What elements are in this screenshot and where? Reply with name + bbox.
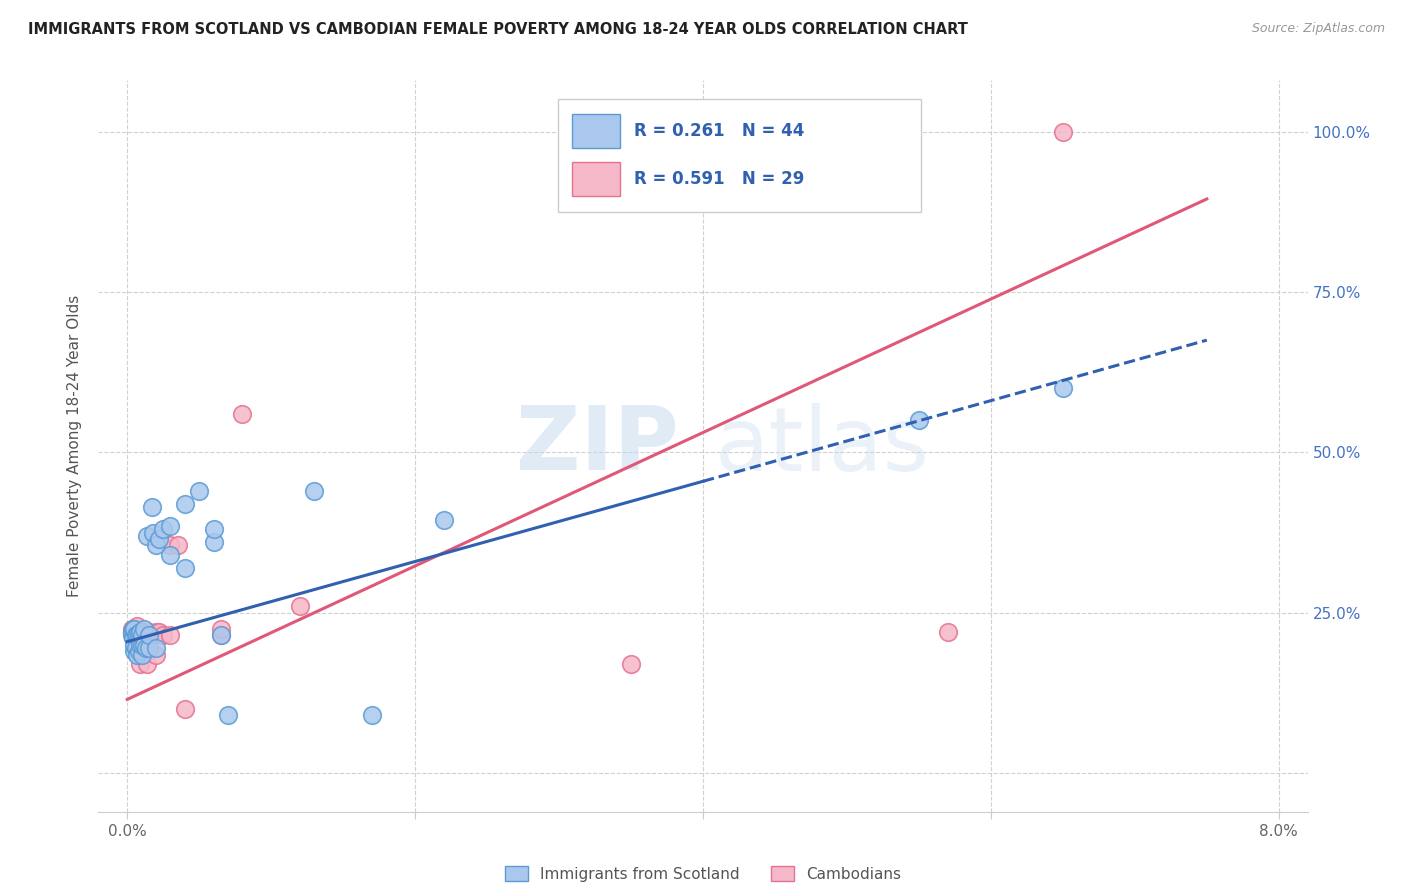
Point xyxy=(620,657,643,672)
Point xyxy=(145,641,167,656)
Point xyxy=(136,657,159,672)
Point xyxy=(127,628,149,642)
Point xyxy=(152,523,174,537)
Point xyxy=(148,625,170,640)
Point xyxy=(361,708,384,723)
Point xyxy=(121,622,143,636)
Point xyxy=(121,628,143,642)
Point xyxy=(159,538,181,552)
Point xyxy=(908,413,931,427)
Point xyxy=(145,648,167,662)
Point xyxy=(138,641,160,656)
Y-axis label: Female Poverty Among 18-24 Year Olds: Female Poverty Among 18-24 Year Olds xyxy=(67,295,83,597)
Point xyxy=(134,638,156,652)
Point xyxy=(138,628,160,642)
Point xyxy=(1052,381,1074,395)
Point xyxy=(1052,125,1074,139)
Point xyxy=(121,625,143,640)
Point xyxy=(131,638,153,652)
Point xyxy=(131,648,153,662)
Point xyxy=(148,532,170,546)
Point xyxy=(129,638,152,652)
Point xyxy=(159,548,181,562)
Text: IMMIGRANTS FROM SCOTLAND VS CAMBODIAN FEMALE POVERTY AMONG 18-24 YEAR OLDS CORRE: IMMIGRANTS FROM SCOTLAND VS CAMBODIAN FE… xyxy=(28,22,967,37)
Point xyxy=(145,625,167,640)
Point xyxy=(141,500,163,514)
Point xyxy=(136,529,159,543)
Point xyxy=(288,599,311,614)
Point xyxy=(433,513,456,527)
Point xyxy=(159,519,181,533)
Point xyxy=(159,628,181,642)
Point xyxy=(124,622,146,636)
Point xyxy=(142,628,165,642)
Point xyxy=(135,641,157,656)
Point xyxy=(173,561,195,575)
Point xyxy=(188,483,211,498)
Point xyxy=(135,628,157,642)
Point xyxy=(134,628,156,642)
Point xyxy=(131,628,153,642)
Point xyxy=(142,525,165,540)
Point xyxy=(122,622,145,636)
Point xyxy=(231,407,253,421)
Point xyxy=(209,622,232,636)
Point xyxy=(131,625,153,640)
Point xyxy=(209,628,232,642)
Text: atlas: atlas xyxy=(716,402,931,490)
Point xyxy=(173,497,195,511)
Text: Source: ZipAtlas.com: Source: ZipAtlas.com xyxy=(1251,22,1385,36)
Point xyxy=(127,628,149,642)
Point xyxy=(134,622,156,636)
Point xyxy=(127,648,149,662)
Point xyxy=(124,644,146,658)
Point xyxy=(173,702,195,716)
Point xyxy=(128,644,150,658)
Point xyxy=(145,538,167,552)
Text: ZIP: ZIP xyxy=(516,402,679,490)
Point xyxy=(141,628,163,642)
Point xyxy=(125,641,148,656)
Point xyxy=(152,628,174,642)
Point xyxy=(138,625,160,640)
Point xyxy=(209,628,232,642)
Point xyxy=(129,657,152,672)
Point xyxy=(202,535,225,549)
Legend: Immigrants from Scotland, Cambodians: Immigrants from Scotland, Cambodians xyxy=(499,860,907,888)
Point xyxy=(304,483,326,498)
Point xyxy=(129,625,152,640)
Point xyxy=(125,628,148,642)
Point xyxy=(128,628,150,642)
Point xyxy=(217,708,239,723)
Point xyxy=(166,538,188,552)
Point xyxy=(122,632,145,646)
Point xyxy=(124,628,146,642)
Point xyxy=(202,523,225,537)
Point xyxy=(131,641,153,656)
Point xyxy=(936,625,959,640)
Point xyxy=(124,638,146,652)
Point xyxy=(127,618,149,632)
Point xyxy=(121,625,143,640)
